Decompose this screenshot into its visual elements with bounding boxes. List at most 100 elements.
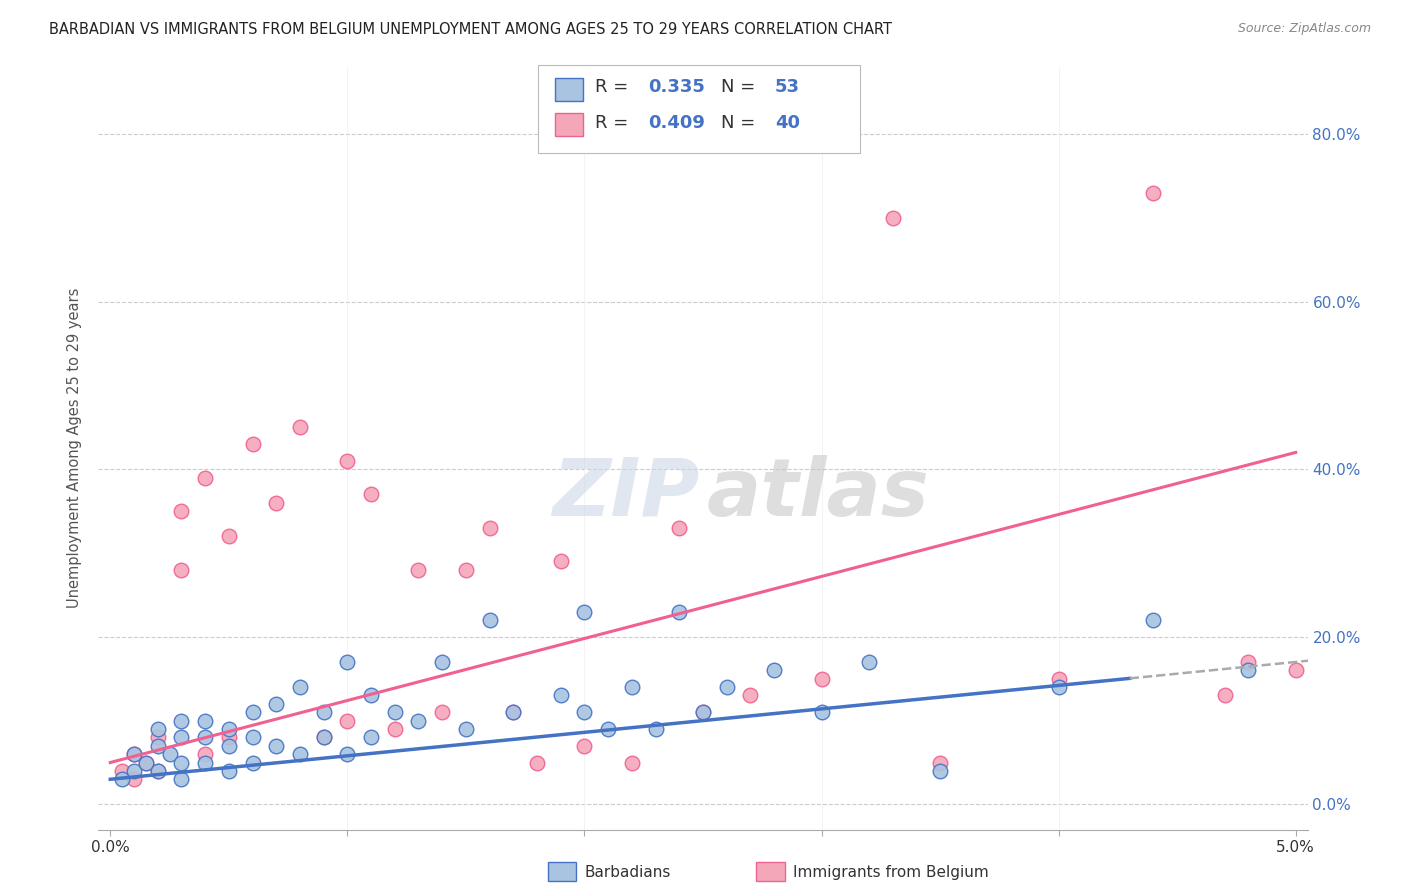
Point — [170, 714, 193, 728]
Point — [360, 487, 382, 501]
Point — [502, 705, 524, 719]
Point — [111, 772, 134, 787]
Text: Immigrants from Belgium: Immigrants from Belgium — [793, 865, 988, 880]
Text: Barbadians: Barbadians — [585, 865, 671, 880]
Point — [1047, 680, 1070, 694]
Point — [550, 554, 572, 568]
Point — [336, 714, 359, 728]
Point — [170, 756, 193, 770]
Point — [408, 714, 430, 728]
Point — [1142, 186, 1164, 200]
Point — [454, 563, 477, 577]
Point — [170, 772, 193, 787]
Text: 53: 53 — [775, 78, 800, 96]
Point — [146, 739, 169, 753]
Point — [574, 605, 596, 619]
Point — [264, 496, 287, 510]
Point — [264, 739, 287, 753]
Point — [882, 211, 904, 225]
Point — [810, 672, 832, 686]
Point — [574, 705, 596, 719]
Text: 0.409: 0.409 — [648, 114, 704, 132]
Point — [242, 437, 264, 451]
Point — [668, 521, 690, 535]
Point — [336, 454, 359, 468]
Point — [336, 747, 359, 761]
Point — [218, 529, 240, 543]
Point — [1237, 655, 1260, 669]
Y-axis label: Unemployment Among Ages 25 to 29 years: Unemployment Among Ages 25 to 29 years — [67, 288, 83, 608]
Point — [384, 722, 406, 736]
Text: BARBADIAN VS IMMIGRANTS FROM BELGIUM UNEMPLOYMENT AMONG AGES 25 TO 29 YEARS CORR: BARBADIAN VS IMMIGRANTS FROM BELGIUM UNE… — [49, 22, 893, 37]
Point — [408, 563, 430, 577]
Point — [218, 722, 240, 736]
Text: 40: 40 — [775, 114, 800, 132]
Point — [135, 756, 157, 770]
Point — [620, 756, 643, 770]
Point — [122, 747, 145, 761]
Point — [360, 731, 382, 745]
Point — [242, 731, 264, 745]
Point — [1047, 672, 1070, 686]
Point — [218, 764, 240, 778]
Point — [716, 680, 738, 694]
Point — [264, 697, 287, 711]
Point — [288, 747, 311, 761]
Text: N =: N = — [721, 78, 761, 96]
Point — [218, 739, 240, 753]
Point — [763, 663, 786, 677]
Point — [170, 504, 193, 518]
Point — [478, 613, 501, 627]
Point — [135, 756, 157, 770]
Point — [929, 756, 952, 770]
Point — [454, 722, 477, 736]
Point — [620, 680, 643, 694]
Point — [146, 722, 169, 736]
Point — [432, 705, 454, 719]
Point — [170, 731, 193, 745]
Point — [598, 722, 620, 736]
Point — [288, 680, 311, 694]
Point — [1285, 663, 1308, 677]
Point — [644, 722, 666, 736]
Point — [242, 756, 264, 770]
Point — [810, 705, 832, 719]
Point — [550, 689, 572, 703]
Point — [740, 689, 762, 703]
Point — [194, 747, 217, 761]
Point — [146, 764, 169, 778]
Point — [194, 756, 217, 770]
Point — [574, 739, 596, 753]
Point — [1213, 689, 1236, 703]
Point — [478, 521, 501, 535]
Point — [242, 705, 264, 719]
Point — [668, 605, 690, 619]
Point — [929, 764, 952, 778]
Point — [170, 563, 193, 577]
Point — [432, 655, 454, 669]
Point — [526, 756, 548, 770]
Text: ZIP: ZIP — [553, 455, 699, 533]
Point — [312, 731, 335, 745]
Text: R =: R = — [595, 114, 634, 132]
Point — [312, 731, 335, 745]
Point — [1237, 663, 1260, 677]
Text: atlas: atlas — [707, 455, 929, 533]
Point — [312, 705, 335, 719]
Point — [194, 714, 217, 728]
Text: 0.335: 0.335 — [648, 78, 704, 96]
Point — [288, 420, 311, 434]
Point — [360, 689, 382, 703]
Point — [218, 731, 240, 745]
Point — [122, 772, 145, 787]
Point — [146, 764, 169, 778]
Point — [122, 764, 145, 778]
Text: N =: N = — [721, 114, 761, 132]
Point — [336, 655, 359, 669]
Point — [122, 747, 145, 761]
Point — [111, 764, 134, 778]
Point — [194, 731, 217, 745]
Point — [194, 470, 217, 484]
Point — [159, 747, 181, 761]
Point — [692, 705, 714, 719]
